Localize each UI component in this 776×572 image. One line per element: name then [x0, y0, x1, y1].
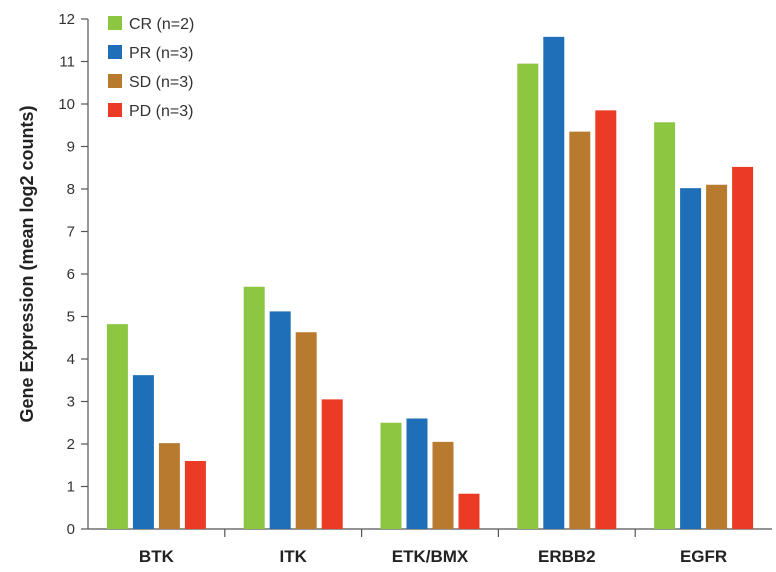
- x-category-label: ETK/BMX: [392, 547, 469, 566]
- bar: [458, 493, 480, 529]
- legend-swatch: [108, 103, 122, 117]
- legend-label: PR (n=3): [129, 45, 193, 62]
- legend-swatch: [108, 16, 122, 30]
- bar: [517, 63, 539, 529]
- x-axis: BTK ITK ETK/BMX ERBB2 EGFR: [88, 528, 772, 566]
- y-tick-label: 11: [59, 54, 75, 71]
- bar: [732, 166, 754, 529]
- bar: [243, 286, 265, 529]
- bars: [106, 36, 754, 530]
- legend: CR (n=2) PR (n=3) SD (n=3) PD (n=3): [108, 16, 194, 120]
- legend-swatch: [108, 45, 122, 59]
- legend-label: CR (n=2): [129, 16, 194, 33]
- bar: [380, 422, 402, 529]
- y-tick-label: 7: [67, 224, 75, 241]
- x-category-label: ITK: [280, 547, 308, 566]
- legend-label: PD (n=3): [129, 103, 193, 120]
- y-axis-title-group: Gene Expression (mean log2 counts): [17, 105, 37, 422]
- bar: [132, 375, 154, 529]
- bar: [184, 461, 206, 529]
- bar: [680, 188, 702, 529]
- bar: [595, 110, 617, 529]
- bar: [654, 122, 676, 530]
- bar: [706, 184, 728, 529]
- y-tick-label: 10: [58, 96, 75, 113]
- x-category-label: ERBB2: [538, 547, 596, 566]
- bar: [106, 324, 128, 529]
- y-tick-label: 1: [67, 479, 75, 496]
- bar: [432, 441, 454, 529]
- bar: [321, 399, 343, 529]
- bar: [158, 443, 180, 529]
- y-tick-label: 6: [67, 266, 75, 283]
- y-axis-title: Gene Expression (mean log2 counts): [17, 105, 37, 422]
- bar: [406, 418, 428, 529]
- bar: [295, 332, 317, 529]
- y-tick-label: 5: [67, 309, 75, 326]
- y-tick-label: 12: [58, 11, 75, 28]
- legend-swatch: [108, 74, 122, 88]
- y-tick-label: 8: [67, 181, 75, 198]
- x-category-label: BTK: [139, 547, 175, 566]
- x-category-label: EGFR: [680, 547, 727, 566]
- y-tick-label: 3: [67, 394, 75, 411]
- y-tick-label: 9: [67, 139, 75, 156]
- bar: [269, 311, 291, 529]
- legend-label: SD (n=3): [129, 74, 193, 91]
- y-tick-label: 0: [67, 521, 75, 538]
- bar: [543, 36, 565, 529]
- y-tick-label: 2: [67, 436, 75, 453]
- y-tick-label: 4: [67, 351, 75, 368]
- bar: [569, 131, 591, 529]
